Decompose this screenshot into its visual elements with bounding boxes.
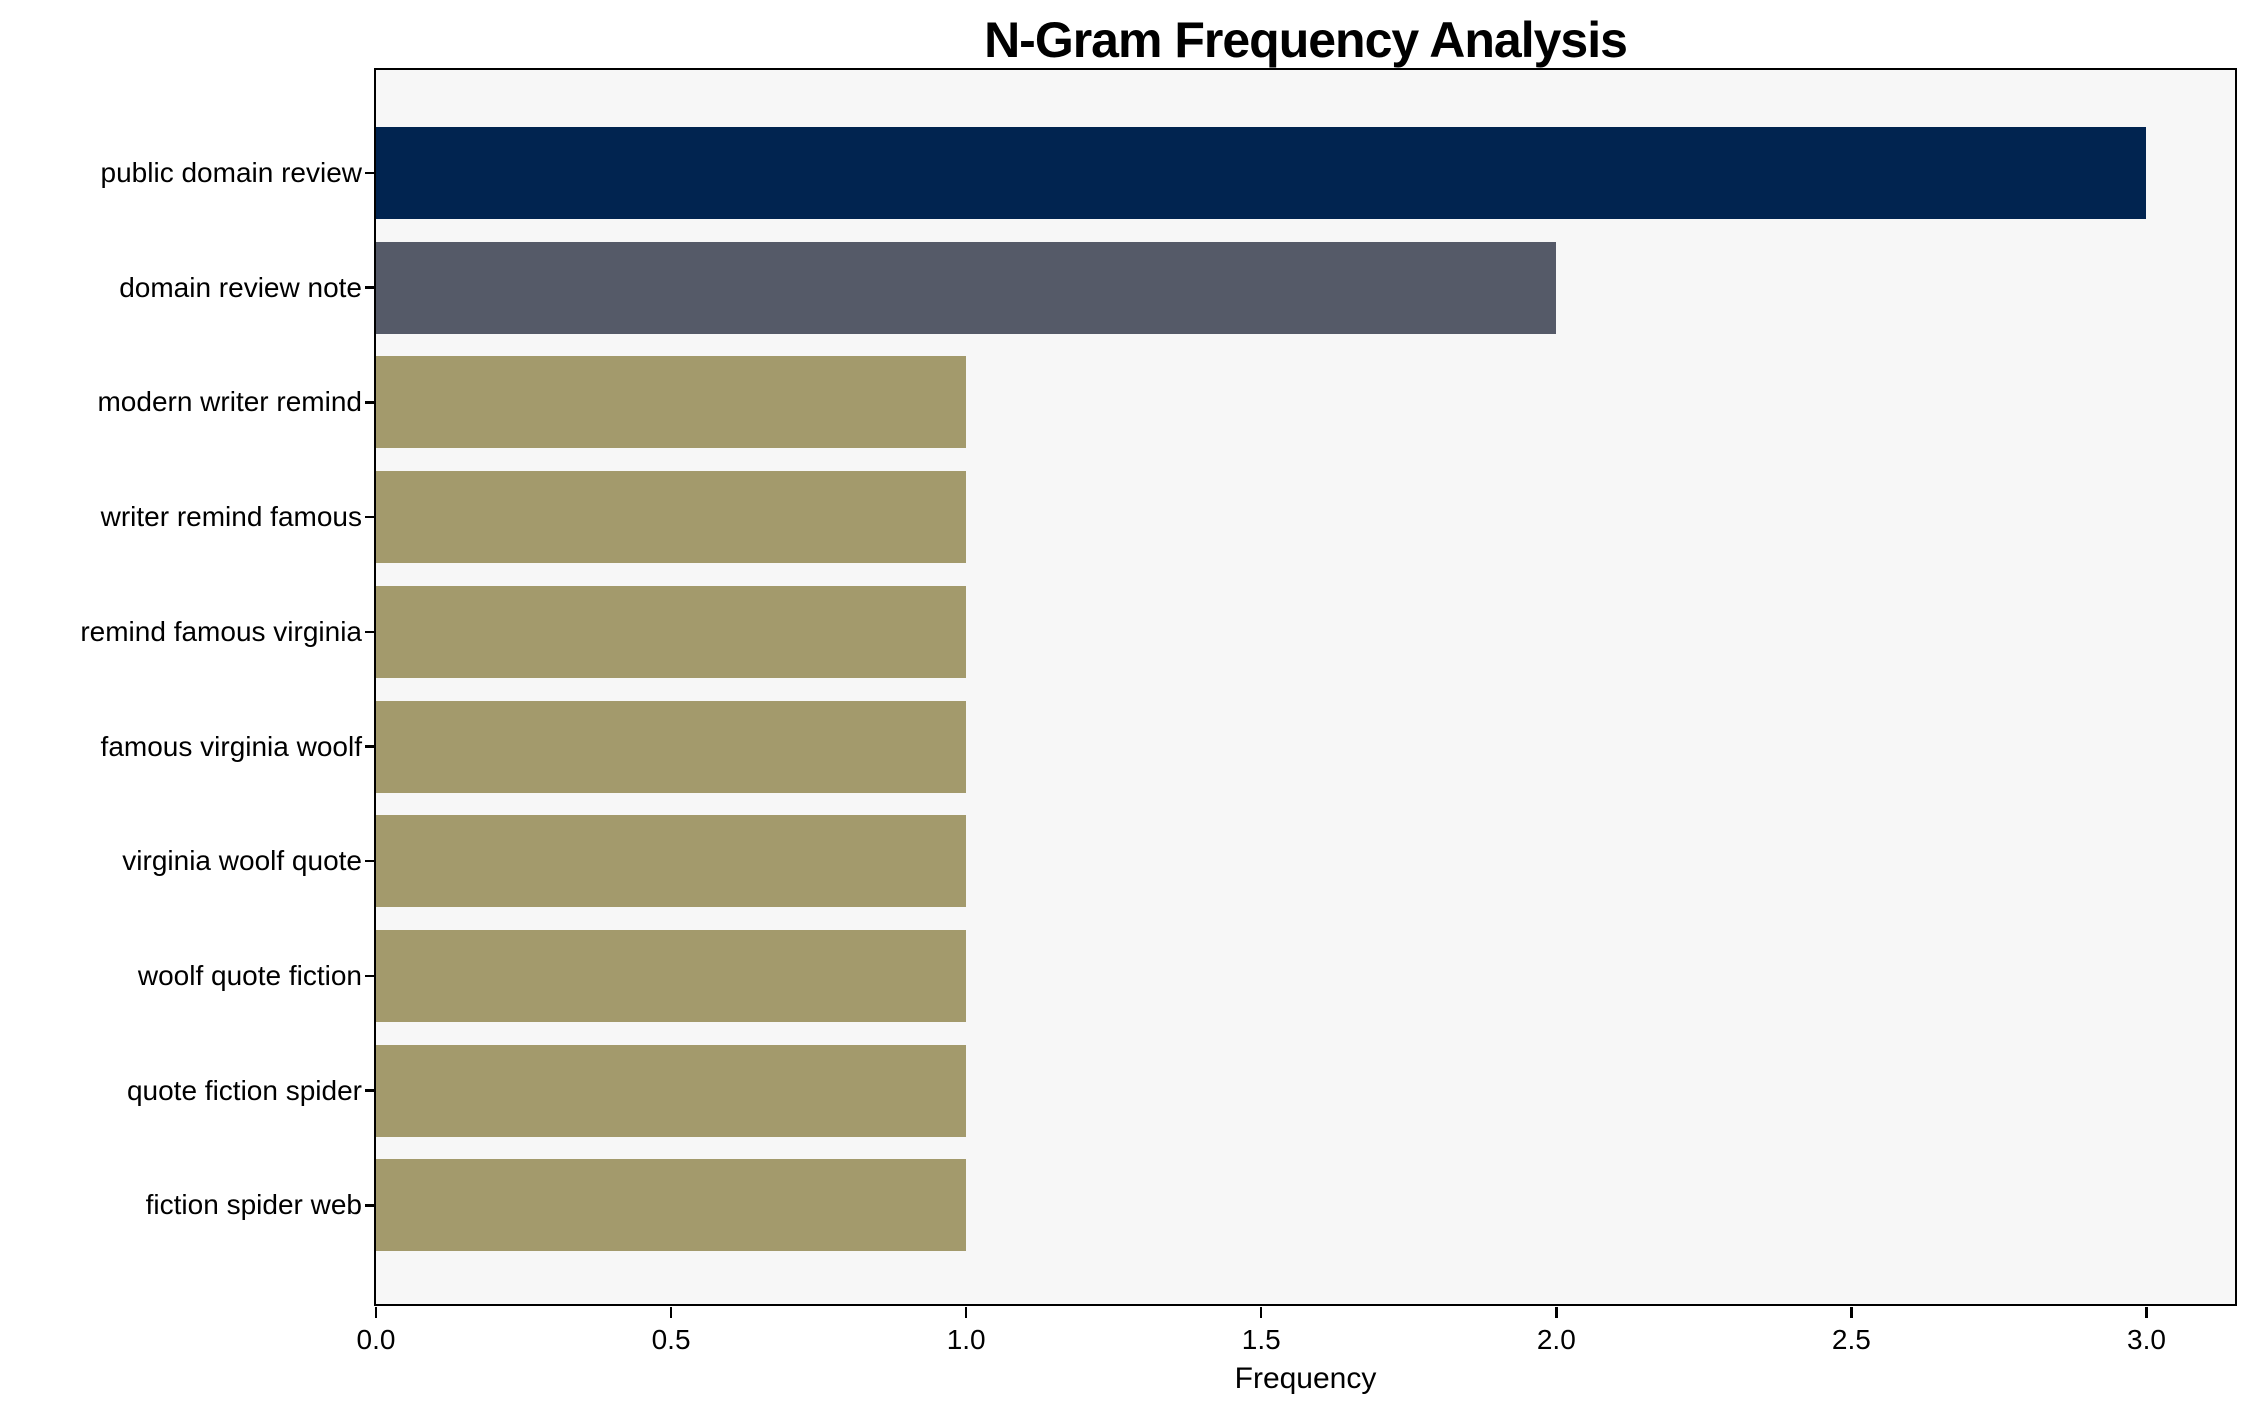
x-tick-mark tick-mark: [374, 1306, 378, 1318]
y-tick-label: fiction spider web: [145, 1189, 362, 1221]
bar: [376, 241, 1557, 334]
bar: [376, 815, 967, 908]
x-tick-mark tick-mark: [964, 1306, 968, 1318]
y-tick-mark tick-mark: [365, 286, 376, 289]
bar: [376, 356, 967, 449]
x-tick-label: 2.0: [1536, 1324, 1576, 1355]
y-tick-mark tick-mark: [365, 171, 376, 175]
y-tick-mark tick-mark: [365, 1089, 376, 1092]
bar: [376, 700, 967, 793]
x-tick-mark tick-mark: [1850, 1306, 1853, 1318]
y-tick-label: modern writer remind: [97, 386, 362, 418]
x-tick-mark tick-mark: [1259, 1306, 1263, 1318]
x-tick-mark tick-mark: [669, 1306, 673, 1318]
y-tick-mark tick-mark: [365, 630, 376, 634]
x-axis-label: Frequency: [1234, 1362, 1377, 1395]
x-tick-label: 1.0: [946, 1324, 986, 1355]
y-tick-label: quote fiction spider: [126, 1074, 362, 1106]
y-tick-label: woolf quote fiction: [137, 959, 362, 991]
x-tick-mark tick-mark: [1555, 1306, 1558, 1318]
bar: [376, 1159, 967, 1252]
y-tick-label: writer remind famous: [100, 501, 362, 533]
y-tick-label: famous virginia woolf: [100, 730, 362, 762]
y-tick-mark tick-mark: [365, 515, 376, 519]
bar: [376, 1044, 967, 1137]
y-tick-label: domain review note: [119, 271, 362, 303]
y-tick-mark tick-mark: [365, 745, 376, 748]
y-tick-label: remind famous virginia: [80, 615, 362, 647]
x-tick-label: 3.0: [2127, 1324, 2166, 1355]
bar: [376, 929, 967, 1022]
x-tick-label: 0.5: [651, 1324, 691, 1355]
x-tick-label: 1.5: [1241, 1324, 1281, 1355]
y-tick-mark tick-mark: [365, 401, 376, 404]
bar: [376, 471, 967, 564]
y-tick-label: virginia woolf quote: [122, 845, 362, 877]
x-tick-label: 2.5: [1831, 1324, 1871, 1355]
bar: [376, 127, 2147, 219]
y-tick-mark tick-mark: [365, 859, 376, 863]
y-tick-mark tick-mark: [365, 1204, 376, 1207]
y-tick-label: public domain review: [100, 157, 362, 188]
x-tick-mark tick-mark: [2145, 1306, 2148, 1318]
y-tick-mark tick-mark: [365, 974, 376, 978]
chart-title: N-Gram Frequency Analysis: [984, 12, 1628, 68]
x-tick-label: 0.0: [356, 1324, 396, 1355]
bar: [376, 585, 967, 678]
